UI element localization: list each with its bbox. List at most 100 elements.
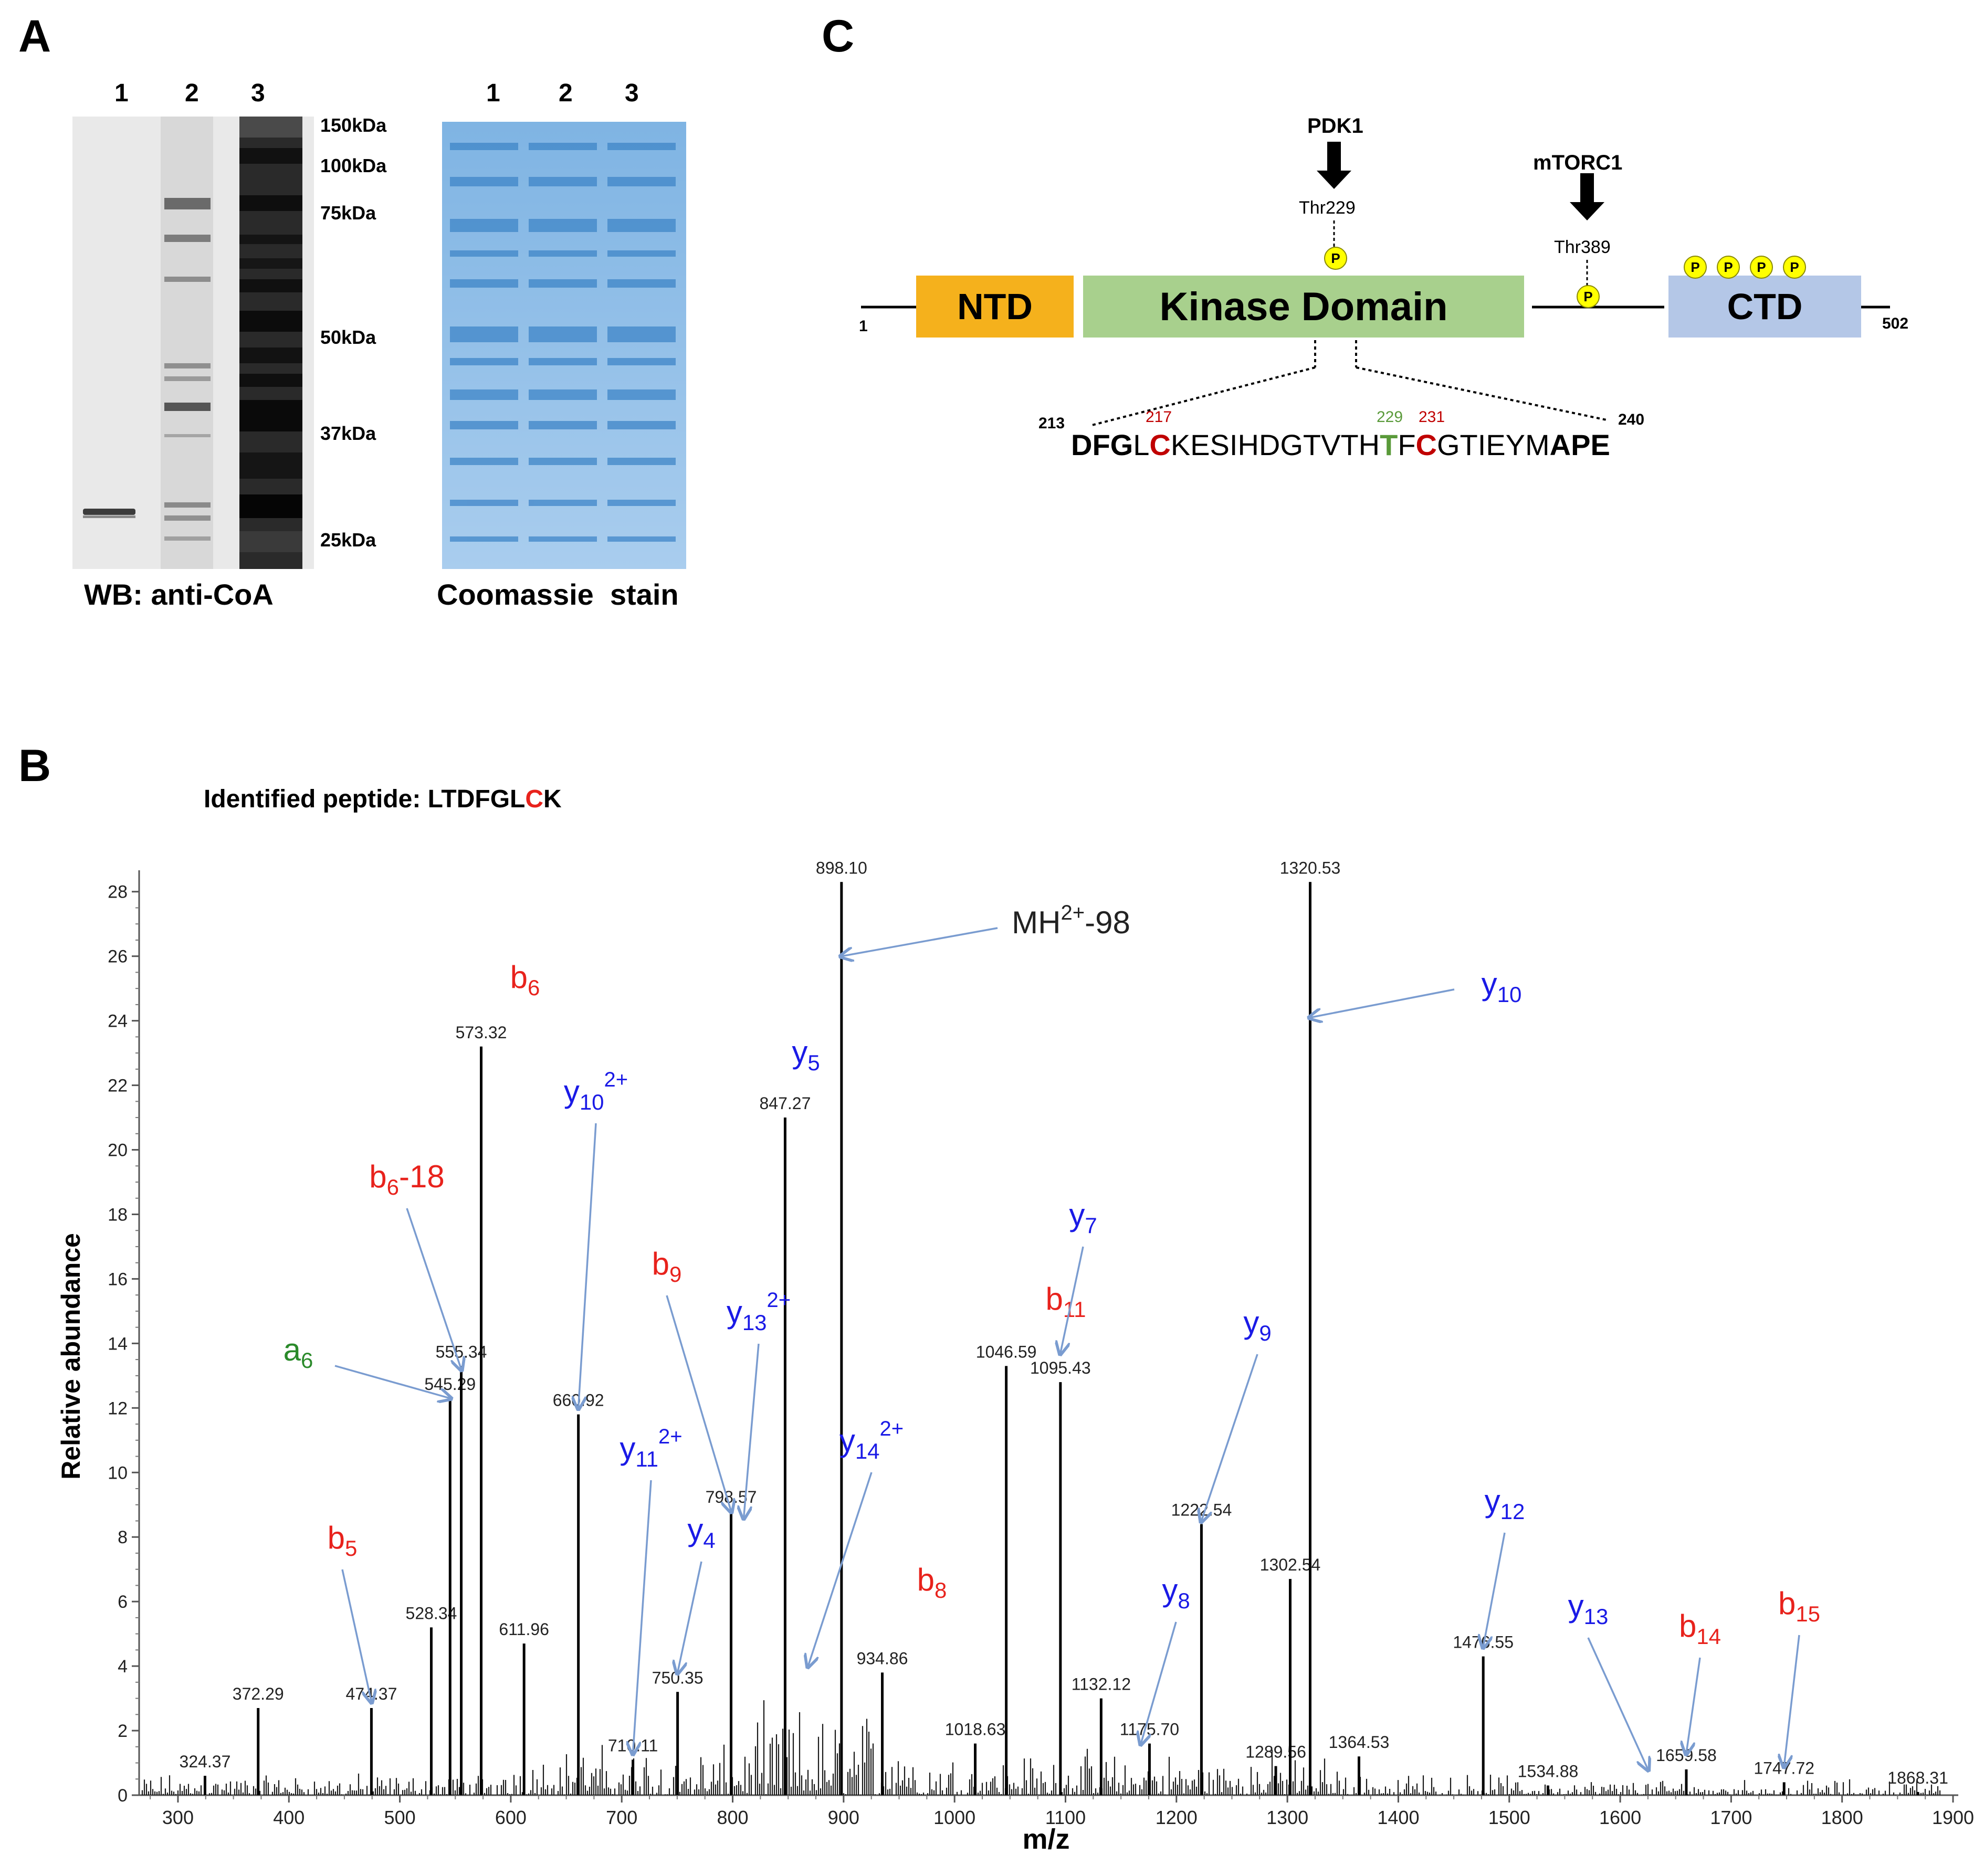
- x-tick-label: 700: [606, 1807, 637, 1828]
- y-tick-label: 24: [108, 1011, 128, 1031]
- x-tick-label: 1700: [1710, 1807, 1752, 1828]
- ion-arrow-y10: [579, 1123, 597, 1408]
- marker-75kda: 75kDa: [320, 202, 376, 224]
- ion-arrow-b5: [341, 1569, 371, 1702]
- coomassie-lane-3: 3: [625, 79, 639, 107]
- seq-seg-ape: APE: [1549, 428, 1610, 461]
- y-tick-label: 14: [108, 1334, 128, 1354]
- ion-arrow-b15: [1784, 1635, 1800, 1766]
- zoom-line-d: [1356, 366, 1607, 421]
- peptide-suffix: K: [543, 785, 562, 813]
- x-tick-label: 1000: [933, 1807, 975, 1828]
- residue-start: 1: [859, 318, 868, 335]
- residue-end: 502: [1882, 315, 1909, 332]
- zoom-line-b: [1091, 366, 1316, 426]
- x-tick-label: 500: [384, 1807, 416, 1828]
- ion-label-b6: b6: [510, 960, 540, 1000]
- marker-100kda: 100kDa: [320, 155, 387, 176]
- ion-label-y11-2plus: y112+: [620, 1425, 682, 1471]
- ion-arrow-y11: [633, 1480, 652, 1753]
- ion-arrow-y7: [1061, 1246, 1084, 1353]
- ion-label-b11: b11: [1046, 1281, 1086, 1322]
- ctd-domain: CTD: [1668, 276, 1861, 338]
- phospho-ctd-4: P: [1783, 256, 1806, 279]
- panel-b-label: B: [18, 741, 51, 791]
- ion-label-b8: b8: [917, 1562, 947, 1603]
- ion-arrow-y9: [1201, 1354, 1258, 1521]
- wb-lane-1: 1: [114, 79, 129, 107]
- thr229-label: Thr229: [1299, 198, 1356, 218]
- ion-arrow-MH-98: [842, 927, 998, 956]
- ion-label-y4: y4: [687, 1512, 715, 1553]
- ion-label-b14: b14: [1679, 1608, 1721, 1649]
- ion-arrow-b9: [666, 1295, 731, 1511]
- seq-seg-t229: T: [1380, 428, 1398, 461]
- ion-label-b5: b5: [328, 1520, 358, 1561]
- x-tick-label: 1600: [1599, 1807, 1641, 1828]
- ion-label-y10-2plus: y102+: [564, 1068, 628, 1114]
- peak-label-528.34: 528.34: [406, 1604, 457, 1622]
- seq-seg-c231: C: [1415, 428, 1437, 461]
- y-axis-label: Relative abundance: [56, 1233, 86, 1480]
- y-tick-label: 6: [118, 1592, 128, 1612]
- peak-label-1046.59: 1046.59: [976, 1342, 1037, 1361]
- x-tick-label: 900: [828, 1807, 859, 1828]
- wb-lane-2: 2: [185, 79, 199, 107]
- peak-label-1018.63: 1018.63: [945, 1720, 1006, 1739]
- ntd-domain: NTD: [916, 276, 1074, 338]
- ion-label-y13-2plus: y132+: [727, 1289, 791, 1335]
- peak-label-1132.12: 1132.12: [1072, 1675, 1131, 1694]
- ion-label-y9: y9: [1243, 1305, 1271, 1345]
- y-tick-label: 18: [108, 1205, 128, 1225]
- x-tick-label: 1900: [1932, 1807, 1974, 1828]
- ion-arrow-y10: [1310, 988, 1455, 1017]
- peak-label-1868.31: 1868.31: [1887, 1768, 1948, 1787]
- wb-caption: WB: anti-CoA: [84, 578, 274, 611]
- peak-label-1534.88: 1534.88: [1518, 1762, 1579, 1781]
- seq-seg-c217: C: [1149, 428, 1171, 461]
- western-blot-image: [72, 117, 314, 569]
- ion-arrow-b14: [1686, 1657, 1701, 1753]
- x-axis-label: m/z: [1022, 1824, 1069, 1855]
- x-tick-label: 1500: [1488, 1807, 1530, 1828]
- peak-label-1222.54: 1222.54: [1171, 1501, 1232, 1520]
- peak-label-934.86: 934.86: [857, 1649, 908, 1668]
- y-tick-label: 0: [118, 1786, 128, 1806]
- wb-lane-3: 3: [251, 79, 265, 107]
- phospho-ctd-3: P: [1750, 256, 1773, 279]
- pos-231: 231: [1419, 408, 1445, 426]
- x-tick-label: 800: [717, 1807, 748, 1828]
- ion-label-y5: y5: [792, 1035, 820, 1075]
- x-tick-label: 1100: [1045, 1807, 1086, 1828]
- ion-label-b15: b15: [1778, 1586, 1820, 1626]
- panel-c-label: C: [822, 11, 855, 61]
- ion-arrow-b6-18: [406, 1208, 461, 1369]
- coomassie-caption: Coomassie stain: [437, 578, 679, 611]
- mtorc1-arrow-icon: [1570, 173, 1604, 220]
- y-tick-label: 22: [108, 1076, 128, 1096]
- peak-label-898.10: 898.10: [816, 858, 867, 877]
- peptide-modified-residue: C: [525, 785, 544, 813]
- ion-label-y14-2plus: y142+: [839, 1417, 904, 1463]
- peak-label-545.29: 545.29: [424, 1375, 476, 1394]
- peak-label-1364.53: 1364.53: [1329, 1733, 1390, 1752]
- seq-seg-gtieym: GTIEYM: [1436, 428, 1550, 461]
- peak-label-611.96: 611.96: [499, 1620, 549, 1639]
- kinase-sequence: DFGLCKESIHDGTVTHTFCGTIEYMAPE: [1071, 428, 1610, 462]
- seq-start-pos: 213: [1038, 415, 1065, 432]
- y-tick-label: 4: [118, 1657, 128, 1677]
- peak-label-372.29: 372.29: [233, 1684, 284, 1703]
- y-tick-label: 8: [118, 1527, 128, 1547]
- ion-label-y13: y13: [1568, 1588, 1609, 1629]
- y-tick-label: 2: [118, 1721, 128, 1741]
- seq-seg-dfg: DFG: [1071, 428, 1133, 461]
- ion-arrow-y13: [744, 1343, 760, 1517]
- ion-arrow-y8: [1141, 1621, 1177, 1744]
- marker-50kda: 50kDa: [320, 326, 376, 348]
- phospho-thr389: P: [1577, 285, 1600, 308]
- kinase-domain: Kinase Domain: [1083, 276, 1524, 338]
- ion-label-b9: b9: [652, 1246, 682, 1287]
- thr389-label: Thr389: [1554, 237, 1611, 257]
- domain-diagram: [861, 142, 1890, 426]
